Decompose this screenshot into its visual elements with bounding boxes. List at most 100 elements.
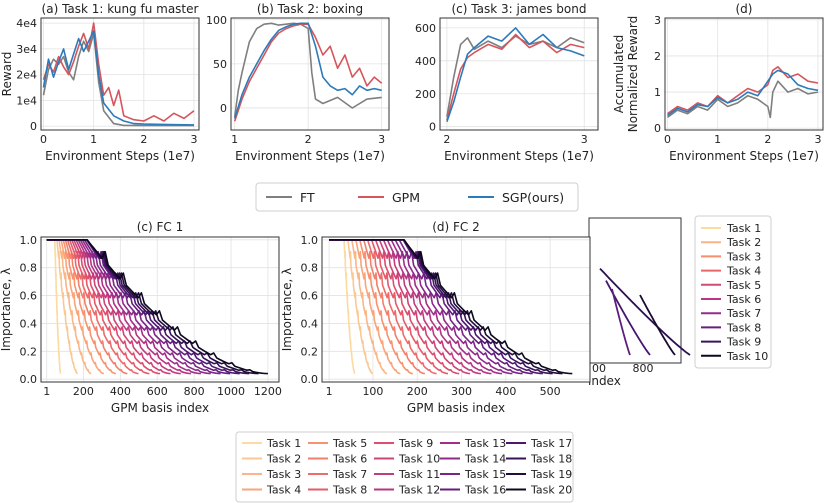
fc-panel-2-task-curve: [329, 239, 563, 375]
legend-top-label: SGP(ours): [502, 190, 564, 205]
rl-panel-2-xtick-label: 2: [305, 133, 312, 146]
fc-panel-1-task-curve: [46, 239, 161, 375]
rl-panel-4-series-line: [667, 80, 819, 119]
rl-panel-2-title: (b) Task 2: boxing: [257, 2, 363, 16]
rl-panel-3-ytick-label: 600: [415, 22, 436, 35]
rl-panel-1-ytick-label: 0: [30, 120, 37, 133]
rl-panel-3-series-line: [446, 33, 585, 121]
rl-panel-3-ytick-label: 400: [415, 55, 436, 68]
rl-panel-4-xtick-label: 1: [714, 133, 721, 146]
fc-panel-1-xtick-label: 1: [43, 385, 50, 398]
rl-panel-2-ytick-label: 0: [220, 102, 227, 115]
rl-panel-4-series-line: [667, 66, 819, 115]
inset-xlabel: index: [588, 374, 621, 388]
legend-bottom-label: Task 1: [266, 437, 301, 450]
legend-bottom-label: Task 19: [530, 468, 572, 481]
fc-panel-1-ytick-label: 0.2: [20, 345, 38, 358]
inset-curve: [599, 267, 691, 356]
rl-panel-3-plot-bg: [440, 18, 598, 130]
fc-panel-1-task-curve: [46, 239, 250, 375]
rl-panel-4-ytick-label: 2: [654, 50, 661, 63]
fc-panel-2-ylabel: Importance, λ: [280, 268, 294, 352]
fc-panel-1-task-curve: [46, 239, 116, 375]
rl-panel-1-ylabel: Reward: [0, 52, 14, 97]
rl-panel-3-ytick-label: 0: [429, 121, 436, 134]
legend-bottom-label: Task 11: [398, 468, 440, 481]
legend-right-label: Task 10: [726, 350, 768, 363]
fc-panel-2-xtick-label: 200: [407, 385, 428, 398]
fc-panel-1-xtick-label: 800: [184, 385, 205, 398]
fc-panel-1-ytick-label: 1.0: [20, 234, 38, 247]
rl-panel-4: 0 1 2 3 0 1 2 3 (d) Environment Steps (1e7) Accumu…: [612, 2, 824, 163]
fc-panel-2-task-curve: [329, 239, 388, 375]
fc-panel-2-task-curve: [329, 239, 492, 375]
fc-panel-1-task-curve: [46, 239, 191, 375]
legend-bottom-label: Task 12: [398, 484, 440, 497]
fc-panel-2-task-curve: [329, 239, 513, 375]
rl-panel-3-xlabel: Environment Steps (1e7): [444, 149, 594, 163]
fc-panel-1-xtick-label: 200: [73, 385, 94, 398]
rl-panel-3-series-line: [446, 27, 585, 123]
legend-right-label: Task 5: [726, 279, 761, 292]
rl-panel-1-axes-frame: [40, 17, 200, 131]
fc-panel-1-task-curve: [46, 239, 231, 375]
fc-panel-2-task-curve: [329, 239, 573, 375]
fc-panel-1-task-curve: [46, 239, 150, 375]
legend-right-box: [694, 215, 772, 369]
fc-panel-2-xtick-label: 300: [451, 385, 472, 398]
fc-panel-1-task-curve: [46, 239, 139, 375]
fc-panel-1: 1 200 400 600 800 1000 12000.00.20.40.60.81.0(…: [0, 220, 282, 415]
inset-panel: 00 800 index: [588, 217, 691, 388]
fc-panel-1-task-curve: [46, 239, 181, 375]
legend-top-label: FT: [300, 190, 315, 205]
rl-panel-4-series-line: [667, 69, 819, 117]
inset-xtick-label: 00: [592, 362, 606, 375]
fc-panel-1-xlabel: GPM basis index: [111, 401, 209, 415]
inset-curve: [611, 288, 631, 356]
legend-bottom-label: Task 3: [266, 468, 301, 481]
inset-curve: [639, 294, 676, 356]
legend-right-label: Task 3: [726, 250, 761, 263]
legend-right-label: Task 4: [726, 265, 761, 278]
fc-panel-2-task-curve: [329, 239, 543, 375]
rl-panel-1-ytick-label: 3e4: [16, 43, 37, 56]
rl-panel-4-ytick-label: 3: [654, 14, 661, 27]
rl-panel-3-title: (c) Task 3: james bond: [452, 2, 587, 16]
fc-panel-1-task-curve: [46, 239, 62, 375]
rl-panel-3-xtick-label: 3: [581, 133, 588, 146]
fc-panel-2-task-curve: [329, 239, 553, 375]
rl-panel-2-xlabel: Environment Steps (1e7): [235, 149, 385, 163]
fc-panel-2-xtick-label: 500: [540, 385, 561, 398]
rl-panel-4-ytick-label: 0: [654, 122, 661, 135]
fc-panel-1-task-curve: [46, 239, 128, 375]
fc-panel-2-ytick-label: 0.4: [301, 317, 319, 330]
rl-panel-2-axes-frame: [230, 17, 390, 131]
rl-panel-1-xtick-label: 2: [140, 133, 147, 146]
fc-panel-1-xtick-label: 1000: [217, 385, 245, 398]
fc-panel-1-task-curve: [46, 239, 221, 375]
fc-panel-1-xtick-label: 1200: [254, 385, 282, 398]
fc-panel-1-axes-frame: [40, 236, 280, 383]
rl-panel-2-ytick-label: 50: [213, 58, 227, 71]
legend-bottom-label: Task 16: [464, 484, 506, 497]
fc-panel-2-ytick-label: 1.0: [301, 234, 319, 247]
fc-panel-2: 1 100 200 300 400 500 0.0 0.2 0.4 0.6 0.8 1.0 (d) FC…: [280, 220, 591, 415]
rl-panel-1-series-line: [42, 30, 195, 126]
rl-panel-3: 2 3 0 200 400 600 (c) Task 3: james bond Enviro…: [415, 2, 599, 163]
rl-panel-3-xtick-label: 2: [443, 133, 450, 146]
fc-panel-1-task-curve: [46, 239, 211, 375]
fc-panel-1-ytick-label: 0.0: [20, 373, 38, 386]
fc-panel-1-task-curve: [46, 239, 79, 375]
fc-panel-2-axes-frame: [321, 236, 591, 383]
rl-panel-2-plot-bg: [231, 18, 389, 130]
legend-bottom: Task 1 Task 2 Task 3 Task 4 Task 5 Task 6 Task…: [235, 431, 574, 503]
legend-top: FT GPM SGP(ours): [255, 182, 579, 212]
fc-panel-2-task-curve: [329, 239, 449, 375]
rl-panel-4-ytick-label: 1: [654, 86, 661, 99]
fc-panel-2-xlabel: GPM basis index: [407, 401, 505, 415]
fc-panel-1-title: (c) FC 1: [137, 220, 184, 234]
rl-panel-1-xlabel: Environment Steps (1e7): [45, 149, 195, 163]
rl-panel-2: 1 2 3 0 50 100 (b) Task 2: boxing Environment S…: [206, 2, 390, 163]
